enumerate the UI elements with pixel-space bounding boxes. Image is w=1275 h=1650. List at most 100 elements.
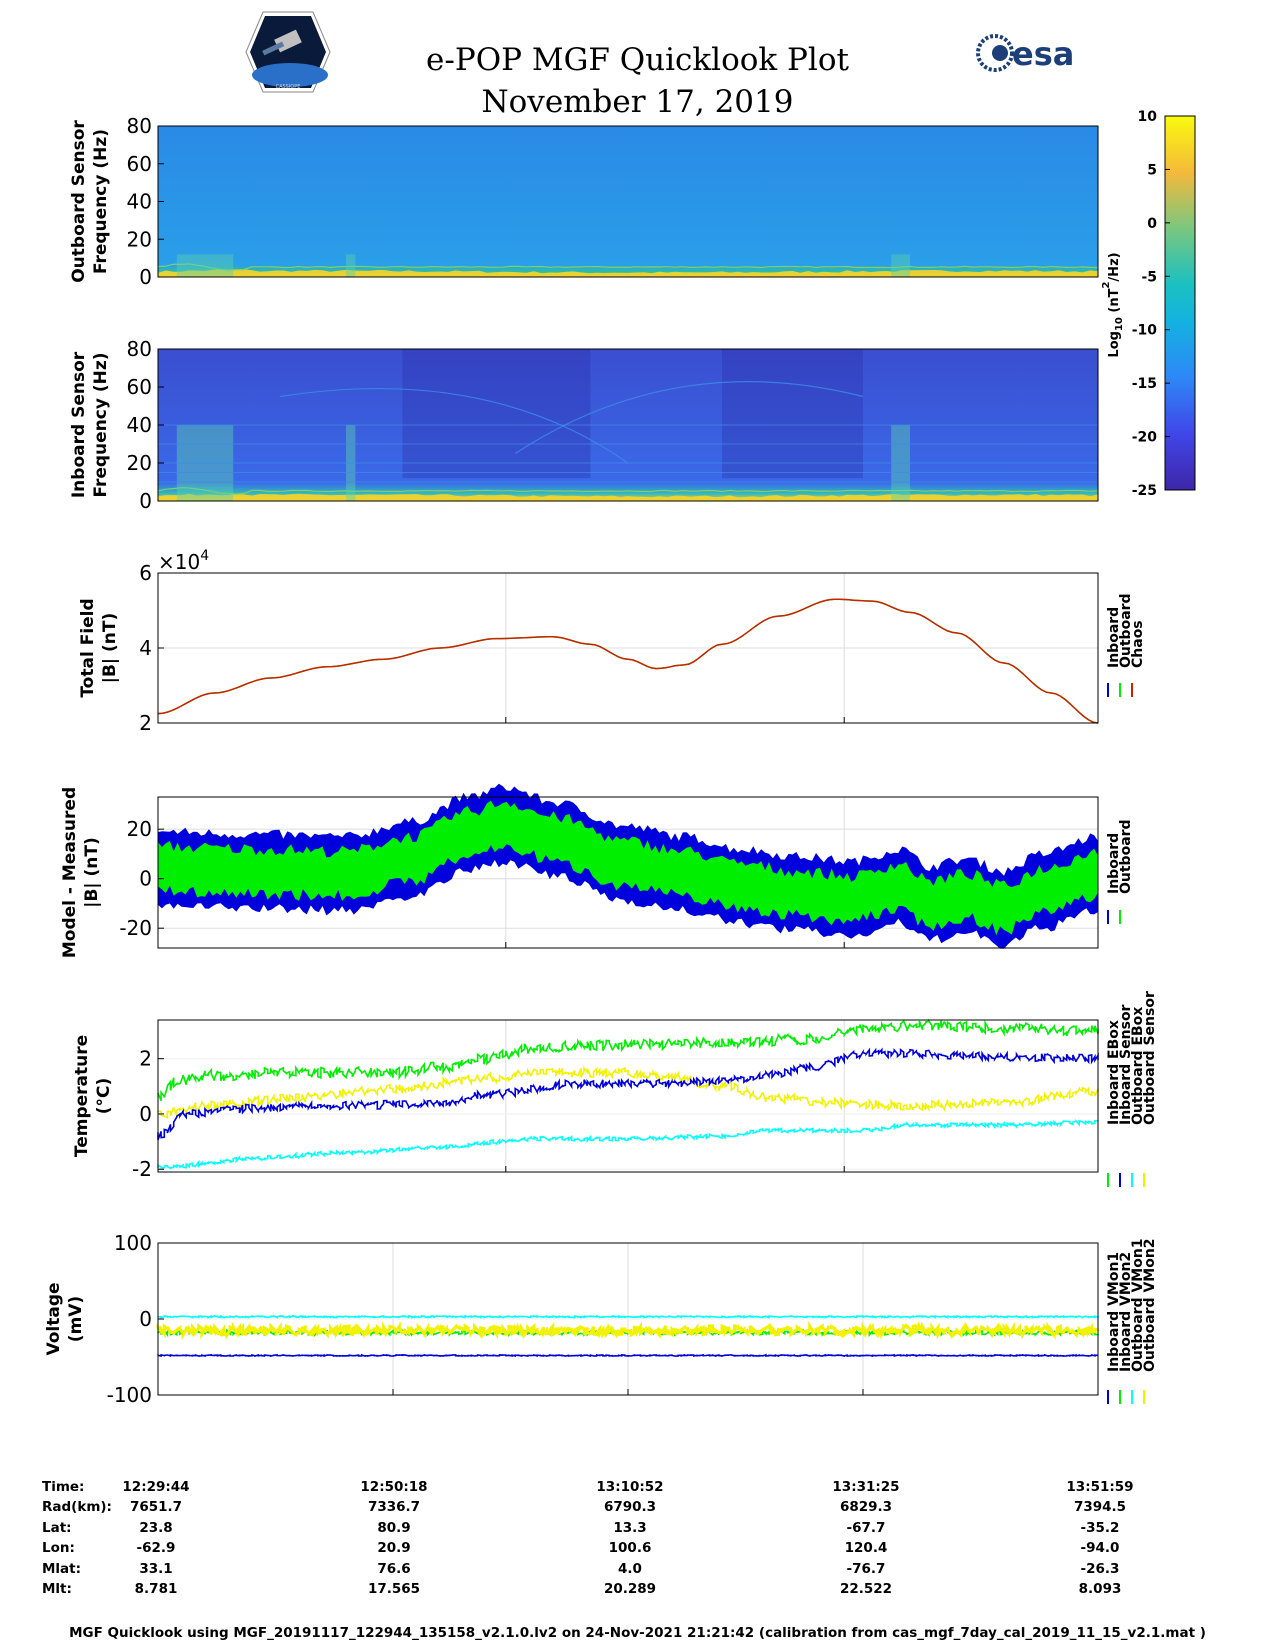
- temperature-legend-3: Outboard Sensor: [1142, 991, 1158, 1125]
- model-minus-measured-legend-label-1: Outboard: [1118, 819, 1134, 894]
- inboard-spectrogram-ytick-label-0: 0: [139, 489, 152, 513]
- outboard-spectrogram-ytick-label-0: 0: [139, 265, 152, 289]
- plot-date: November 17, 2019: [481, 84, 794, 120]
- inboard-spectrogram-arc-0: [280, 387, 629, 464]
- outboard-spectrogram-ylabel-line2: Frequency (Hz): [91, 129, 111, 274]
- ephem-value: 7651.7: [129, 1499, 183, 1515]
- ephem-label-rad: Rad(km):: [42, 1499, 112, 1515]
- voltage-ylabel: Voltage (mV): [44, 1282, 86, 1355]
- total-field-exponent: ×104: [158, 548, 209, 574]
- outboard-spectrogram-ylabel: Outboard Sensor Frequency (Hz): [69, 120, 111, 283]
- model-minus-measured-legend-1: Outboard: [1118, 819, 1134, 894]
- total-field-outboard-line: [157, 598, 1099, 724]
- ephem-value: -62.9: [136, 1540, 176, 1556]
- ephem-value: -35.2: [1080, 1520, 1120, 1536]
- temperature-ylabel-line2: (°C): [94, 1078, 114, 1115]
- voltage-legend-0: Inboard VMon1: [1106, 1252, 1122, 1372]
- voltage-legend-2: Outboard VMon1: [1130, 1238, 1146, 1372]
- voltage-ylabel-line1: Voltage: [44, 1282, 64, 1355]
- ephem-value: 23.8: [139, 1520, 173, 1536]
- total-field-legend-label-2: Chaos: [1130, 620, 1146, 668]
- ephem-value: -94.0: [1080, 1540, 1120, 1556]
- temperature-legend-label-1: Inboard Sensor: [1118, 1004, 1134, 1125]
- outboard-spectrogram-ytick-label-1: 20: [127, 227, 152, 251]
- model-minus-measured-ytick-label-2: 20: [127, 817, 152, 841]
- voltage-legend-1: Inboard VMon2: [1118, 1252, 1134, 1372]
- total-field-legend-1: Outboard: [1118, 593, 1134, 668]
- temperature-legend-label-3: Outboard Sensor: [1142, 991, 1158, 1125]
- model-minus-measured-ylabel-line2: |B| (nT): [82, 837, 102, 908]
- voltage-ytick-label-2: 100: [114, 1231, 152, 1255]
- inboard-spectrogram-dark-block-1: [722, 349, 863, 479]
- ephem-value: 8.093: [1078, 1581, 1122, 1597]
- outboard-spectrogram-harmonic: [157, 263, 1099, 271]
- ephem-value: 100.6: [608, 1540, 652, 1556]
- outboard-spectrogram-burst-0: [346, 254, 356, 277]
- total-field-ylabel-line2: |B| (nT): [100, 613, 120, 684]
- total-field-ylabel: Total Field |B| (nT): [78, 598, 120, 697]
- temperature-ytick-label-0: -2: [132, 1157, 152, 1181]
- temperature-ytick-label-2: 2: [139, 1047, 152, 1071]
- temperature-legend-2: Outboard EBox: [1130, 1007, 1146, 1125]
- ephem-value: 20.9: [377, 1540, 411, 1556]
- ephem-value: 22.522: [839, 1581, 893, 1597]
- outboard-spectrogram-burst-1: [891, 254, 910, 277]
- colorbar-label-text: Log10 (nT2/Hz): [1101, 252, 1125, 357]
- ephem-value: 12:50:18: [360, 1479, 428, 1495]
- ephem-value: -67.7: [846, 1520, 886, 1536]
- ephem-value: 12:29:44: [122, 1479, 190, 1495]
- colorbar-tick-label-7: -25: [1132, 483, 1157, 499]
- plot-title: e-POP MGF Quicklook Plot: [426, 42, 849, 78]
- outboard-spectrogram-field: [158, 126, 1098, 277]
- svg-text:esa: esa: [1012, 35, 1074, 73]
- ephem-value: 76.6: [377, 1561, 411, 1577]
- ephem-value: 13:51:59: [1066, 1479, 1134, 1495]
- temperature-legend-label-0: Inboard EBox: [1106, 1020, 1122, 1125]
- total-field-legend-0: Inboard: [1106, 607, 1122, 668]
- ephem-label-lon: Lon:: [42, 1540, 75, 1556]
- temperature-series-2: [157, 1118, 1099, 1170]
- cassiope-logo: CASSIOPE: [245, 11, 331, 93]
- inboard-spectrogram-ytick-label-2: 40: [127, 413, 152, 437]
- colorbar-tick-label-6: -20: [1132, 430, 1158, 446]
- ephem-value: 7394.5: [1073, 1499, 1127, 1515]
- temperature-ylabel-line1: Temperature: [72, 1035, 92, 1157]
- temperature-legend-0: Inboard EBox: [1106, 1020, 1122, 1125]
- ephem-label-mlt: Mlt:: [42, 1581, 72, 1597]
- inboard-spectrogram-arc-1: [514, 381, 864, 455]
- ephem-label-time: Time:: [42, 1479, 85, 1495]
- colorbar-tick-label-4: -10: [1132, 323, 1158, 339]
- inboard-spectrogram-ytick-label-1: 20: [127, 451, 152, 475]
- voltage-series-3: [156, 1320, 1100, 1341]
- ephem-value: 6829.3: [839, 1499, 893, 1515]
- temperature-ytick-label-1: 0: [139, 1102, 152, 1126]
- ephem-value: 20.289: [603, 1581, 657, 1597]
- total-field-ytick-label-0: 2: [139, 711, 152, 735]
- ephem-label-lat: Lat:: [42, 1520, 72, 1536]
- voltage-legend-label-1: Inboard VMon2: [1118, 1252, 1134, 1372]
- outboard-spectrogram-ytick-label-2: 40: [127, 190, 152, 214]
- inboard-spectrogram-ytick-label-3: 60: [127, 375, 152, 399]
- total-field-ytick-label-2: 6: [139, 561, 152, 585]
- inboard-spectrogram-ylabel-line1: Inboard Sensor: [69, 351, 89, 498]
- ephem-value: 13:31:25: [832, 1479, 900, 1495]
- ephem-value: -26.3: [1080, 1561, 1120, 1577]
- temperature-legend-1: Inboard Sensor: [1118, 1004, 1134, 1125]
- ephem-value: 17.565: [367, 1581, 421, 1597]
- footer-note: MGF Quicklook using MGF_20191117_122944_…: [69, 1625, 1206, 1641]
- voltage-legend-label-0: Inboard VMon1: [1106, 1252, 1122, 1372]
- ephem-value: 33.1: [139, 1561, 173, 1577]
- outboard-spectrogram-burst-2: [176, 254, 234, 277]
- colorbar: [1164, 115, 1196, 491]
- outboard-spectrogram-ytick-label-4: 80: [127, 114, 152, 138]
- temperature-series-3: [157, 1065, 1099, 1120]
- model-minus-measured-ytick-label-1: 0: [139, 867, 152, 891]
- model-minus-measured-ytick-label-0: -20: [119, 916, 152, 940]
- colorbar-tick-label-0: 10: [1138, 109, 1158, 125]
- ephem-value: -76.7: [846, 1561, 886, 1577]
- temperature-series-1: [157, 1047, 1099, 1141]
- inboard-spectrogram-dark-block-0: [402, 349, 591, 479]
- voltage-legend-label-3: Outboard VMon2: [1142, 1238, 1158, 1372]
- voltage-ytick-label-0: -100: [107, 1383, 152, 1407]
